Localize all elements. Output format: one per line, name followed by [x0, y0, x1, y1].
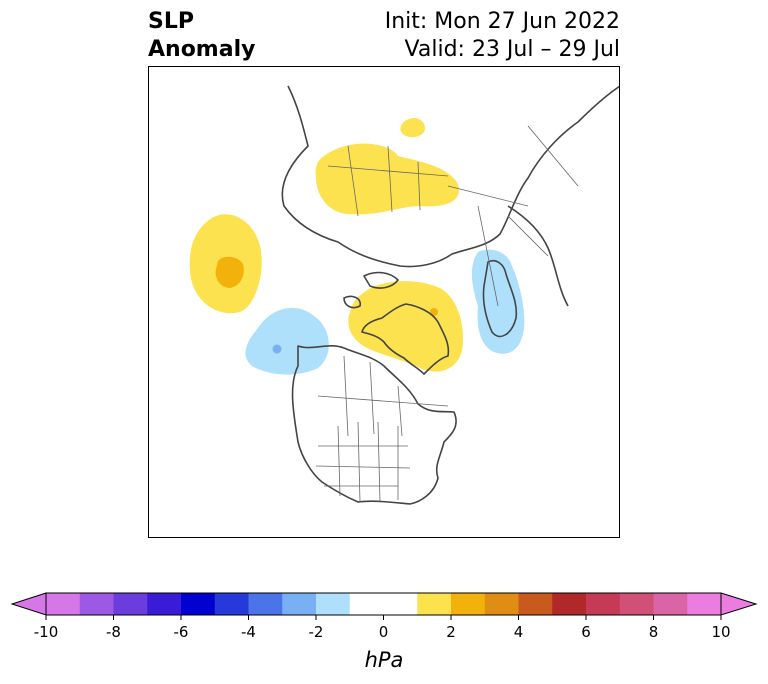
colorbar-cell [383, 593, 418, 615]
colorbar-cell [653, 593, 688, 615]
colorbar: -10 -8 -6 -4 -2 0 2 4 6 8 10 hPa [10, 592, 758, 672]
init-date: Init: Mon 27 Jun 2022 [384, 9, 620, 34]
europe-coast [482, 205, 569, 338]
canada-lines [317, 355, 449, 437]
colorbar-tick-label: 10 [711, 623, 730, 641]
colorbar-tick-label: -6 [174, 623, 189, 641]
north-america-coast [291, 345, 457, 505]
colorbar-tick-label: -2 [309, 623, 324, 641]
eurasia-lines [327, 125, 579, 307]
greenland-coast [361, 303, 450, 375]
colorbar-tick-label: 8 [649, 623, 659, 641]
colorbar-cell [518, 593, 553, 615]
colorbar-cell [46, 593, 81, 615]
colorbar-cell [214, 593, 249, 615]
colorbar-cell [349, 593, 384, 615]
colorbar-unit: hPa [365, 648, 404, 672]
colorbar-ticks: -10 -8 -6 -4 -2 0 2 4 6 8 10 [34, 615, 731, 641]
colorbar-cell [451, 593, 486, 615]
colorbar-cell [316, 593, 351, 615]
colorbar-cell [586, 593, 621, 615]
map-title: SLP Anomaly [148, 8, 255, 64]
colorbar-tick-label: -8 [106, 623, 121, 641]
greenland-high-area [348, 281, 464, 372]
colorbar-tick-label: 0 [379, 623, 389, 641]
colorbar-max-arrow [720, 592, 758, 616]
valid-range: Valid: 23 Jul – 29 Jul [404, 37, 620, 62]
title-line-2: Anomaly [148, 37, 256, 62]
colorbar-min-arrow [10, 592, 47, 616]
eurasia-high-area [315, 143, 459, 215]
eurasia-coast [281, 85, 620, 268]
colorbar-tick-label: -4 [241, 623, 256, 641]
borders [315, 125, 579, 503]
colorbar-cell [147, 593, 182, 615]
colorbar-cell [619, 593, 654, 615]
greenland-high-core [430, 308, 438, 316]
pacific-high-core [215, 256, 244, 288]
map-frame [148, 66, 620, 538]
colorbar-tick-label: 4 [514, 623, 524, 641]
title-line-1: SLP [148, 9, 194, 34]
colorbar-cell [552, 593, 587, 615]
alaska-low-area [245, 307, 329, 375]
coastlines [281, 85, 620, 505]
colorbar-cell [687, 593, 722, 615]
arctic-islands-coast [343, 271, 399, 309]
colorbar-cell [181, 593, 216, 615]
colorbar-cell [282, 593, 317, 615]
colorbar-tick-label: 6 [581, 623, 591, 641]
colorbar-cell [484, 593, 519, 615]
barents-small-high-area [400, 118, 426, 138]
colorbar-cell [417, 593, 452, 615]
colorbar-cell [79, 593, 114, 615]
colorbar-tick-label: 2 [446, 623, 456, 641]
forecast-dates: Init: Mon 27 Jun 2022 Valid: 23 Jul – 29… [385, 8, 620, 64]
colorbar-cell [113, 593, 148, 615]
polar-map [148, 66, 620, 538]
colorbar-tick-label: -10 [34, 623, 59, 641]
colorbar-cell [248, 593, 283, 615]
us-state-lines [315, 421, 411, 503]
colorbar-cells [46, 593, 722, 615]
alaska-low-core [272, 344, 282, 354]
